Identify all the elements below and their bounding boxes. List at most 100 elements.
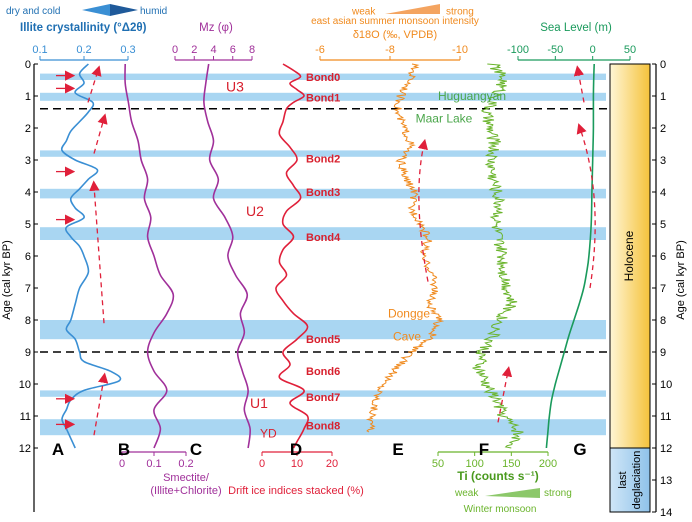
- trend-arrows: [56, 65, 596, 436]
- legend-weak-F: weak: [454, 488, 479, 499]
- age-tick-label-right-10: 10: [660, 379, 672, 391]
- trend-arrow-G2: [573, 65, 585, 103]
- legend-weak-E: weak: [351, 6, 376, 17]
- bond-band-1: [40, 92, 606, 101]
- legend-dry-cold: dry and cold: [6, 6, 60, 17]
- panel-tick-label-B-1: 0.1: [146, 458, 161, 470]
- period-label-1b: deglaciation: [631, 451, 643, 510]
- age-tick-label-right-6: 6: [660, 251, 666, 263]
- age-tick-label-left-6: 6: [25, 251, 31, 263]
- bond-label-1: Bond1: [306, 93, 340, 105]
- annotation-dongge: Dongge: [388, 307, 430, 321]
- text-labels: dry and cold humid Illite crystallinity (°…: [6, 4, 612, 515]
- bond-band-0: [40, 73, 606, 80]
- age-tick-label-right-5: 5: [660, 219, 666, 231]
- series-title-G: Sea Level (m): [540, 22, 612, 34]
- age-tick-label-left-1: 1: [25, 91, 31, 103]
- panel-tick-label-G-0: -100: [507, 44, 529, 56]
- panel-tick-label-E-1: -8: [385, 44, 395, 56]
- age-tick-label-left-0: 0: [25, 59, 31, 71]
- bond-label-5: Bond5: [306, 334, 340, 346]
- panel-letter-E: E: [392, 440, 403, 459]
- age-tick-label-right-2: 2: [660, 123, 666, 135]
- age-tick-label-right-0: 0: [660, 59, 666, 71]
- panel-tick-label-C-2: 4: [210, 44, 216, 56]
- legend-wedge-F: [485, 488, 540, 498]
- age-tick-label-left-10: 10: [19, 379, 31, 391]
- age-tick-label-right-13: 13: [660, 475, 672, 487]
- legend-wedge-A: [82, 4, 110, 16]
- unit-label-0: U3: [226, 78, 244, 94]
- series-title-F: Ti (counts s⁻¹): [457, 469, 538, 483]
- age-axis-label-right: Age (cal kyr BP): [675, 240, 687, 319]
- series-line-A: [60, 63, 122, 449]
- age-tick-label-right-4: 4: [660, 187, 666, 199]
- age-tick-label-right-9: 9: [660, 347, 666, 359]
- trend-arrow-A3: [89, 180, 105, 324]
- panel-tick-label-D-0: 0: [259, 458, 265, 470]
- age-tick-label-right-1: 1: [660, 91, 666, 103]
- panel-tick-label-C-1: 2: [191, 44, 197, 56]
- age-tick-label-left-11: 11: [20, 411, 31, 423]
- panel-tick-label-F-2: 150: [502, 458, 520, 470]
- unit-label-1: U2: [246, 203, 264, 219]
- panel-tick-label-C-0: 0: [172, 44, 178, 56]
- age-axis-label-left: Age (cal kyr BP): [1, 240, 13, 319]
- panel-tick-label-D-1: 10: [291, 458, 303, 470]
- series-title-C: Mz (φ): [199, 22, 233, 34]
- series-line-B: [124, 63, 175, 449]
- series-layer: [60, 63, 595, 449]
- bond-band-5: [40, 320, 606, 340]
- series-title-E: δ18O (‰, VPDB): [353, 29, 437, 41]
- series-line-G: [545, 63, 595, 449]
- age-tick-label-right-12: 12: [660, 443, 672, 455]
- panel-tick-label-G-1: -50: [547, 44, 563, 56]
- legend-humid: humid: [140, 6, 167, 17]
- panel-tick-label-E-0: -6: [315, 44, 325, 56]
- age-tick-label-left-12: 12: [19, 443, 31, 455]
- series-line-F: [472, 63, 524, 449]
- age-tick-label-left-3: 3: [25, 155, 31, 167]
- series-subtitle-F: Winter monsoon: [464, 504, 537, 515]
- series-title-A: Illite crystallinity (°Δ2θ): [20, 22, 147, 34]
- panel-tick-label-F-1: 100: [465, 458, 483, 470]
- bond-band-7: [40, 419, 606, 436]
- bond-band-4: [40, 227, 606, 240]
- panel-tick-label-A-0: 0.1: [32, 44, 47, 56]
- period-bar: Holocene last deglaciation: [609, 63, 651, 513]
- bond-label-4: Bond4: [306, 232, 341, 244]
- boundary-dashed-lines: [40, 108, 610, 353]
- panel-tick-label-E-2: -10: [452, 44, 468, 56]
- panel-letter-D: D: [290, 440, 302, 459]
- panel-tick-label-F-3: 200: [539, 458, 557, 470]
- age-tick-label-left-7: 7: [25, 283, 31, 295]
- series-title-D: Drift ice indices stacked (%): [228, 485, 364, 497]
- age-tick-label-right-7: 7: [660, 283, 666, 295]
- series-subtitle-E: east asian summer monsoon intensity: [311, 16, 479, 27]
- period-label-1a: last: [617, 471, 629, 488]
- trend-arrow-E1: [417, 138, 429, 282]
- legend-wedge-E: [385, 4, 440, 14]
- panel-axes: 0.1 0.2 0.3A0 0.1 0.2B0 2 4 6 8C0 10 20D-6 -8 -10E50…: [32, 44, 636, 470]
- series-line-E: [365, 63, 445, 433]
- annotation-cave: Cave: [393, 329, 421, 343]
- age-tick-label-right-3: 3: [660, 155, 666, 167]
- period-1: [609, 447, 651, 513]
- period-0: [609, 63, 651, 449]
- period-label-0: Holocene: [622, 230, 636, 281]
- bond-band-3: [40, 188, 606, 199]
- age-tick-label-left-8: 8: [25, 315, 31, 327]
- trend-arrow-A4: [93, 372, 109, 436]
- panel-tick-label-A-2: 0.3: [120, 44, 135, 56]
- panel-tick-label-B-2: 0.2: [178, 458, 193, 470]
- age-tick-label-left-2: 2: [25, 123, 31, 135]
- panel-tick-label-B-0: 0: [119, 458, 125, 470]
- panel-tick-label-C-4: 8: [249, 44, 255, 56]
- panel-tick-label-D-2: 20: [326, 458, 338, 470]
- age-tick-label-left-4: 4: [25, 187, 31, 199]
- panel-tick-label-C-3: 6: [230, 44, 236, 56]
